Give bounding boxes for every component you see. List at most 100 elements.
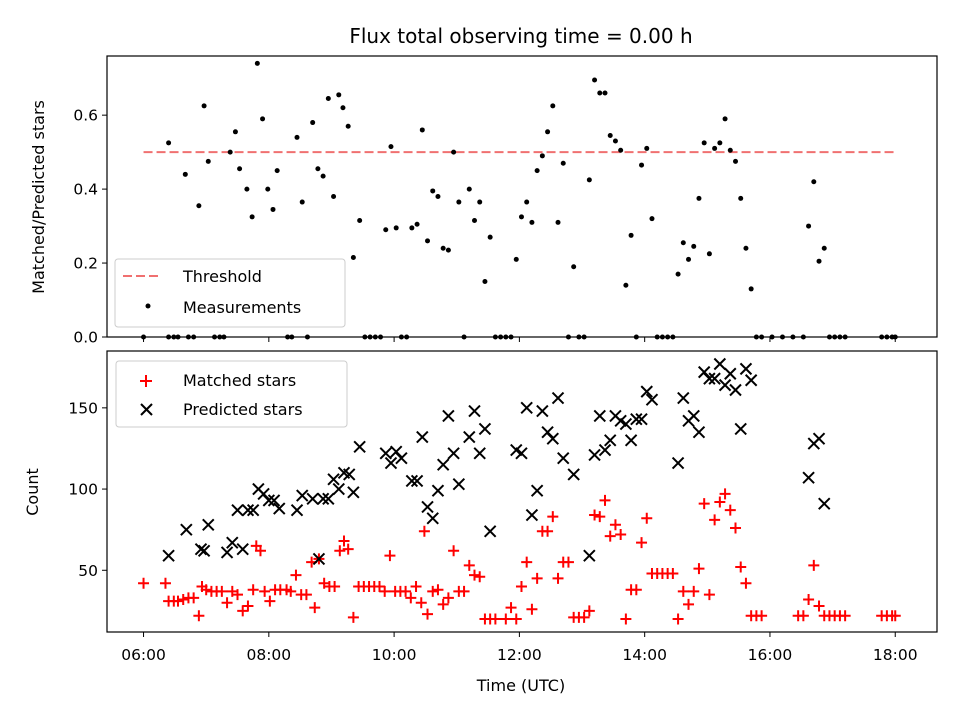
chart-title: Flux total observing time = 0.00 h bbox=[349, 24, 692, 48]
bottom-y-tick-label: 100 bbox=[68, 481, 98, 499]
predicted-star-point bbox=[197, 544, 211, 557]
matched-star-point bbox=[599, 494, 611, 506]
measurement-point bbox=[325, 96, 331, 102]
matched-star-point bbox=[474, 571, 486, 583]
predicted-star-point bbox=[468, 404, 481, 418]
measurement-point bbox=[571, 264, 577, 270]
measurement-point bbox=[623, 282, 629, 288]
predicted-star-point bbox=[536, 404, 549, 418]
matched-star-point bbox=[510, 613, 522, 625]
matched-star-point bbox=[300, 589, 312, 601]
measurement-point bbox=[545, 129, 551, 135]
top-y-tick-label: 0.2 bbox=[73, 255, 98, 273]
measurement-point bbox=[260, 116, 266, 122]
predicted-star-point bbox=[290, 503, 304, 517]
measurement-point bbox=[237, 166, 243, 172]
bottom-x-axis: 06:00 08:00 10:00 12:00 14:00 16:00 18:00 bbox=[121, 632, 918, 664]
top-y-tick-label: 0.0 bbox=[73, 329, 98, 347]
matched-star-point bbox=[410, 581, 422, 593]
measurement-point bbox=[336, 92, 342, 98]
predicted-star-point bbox=[416, 430, 429, 444]
measurement-point bbox=[722, 116, 728, 122]
measurement-point bbox=[618, 147, 624, 153]
predicted-star-point bbox=[162, 549, 175, 562]
measurement-point bbox=[166, 140, 172, 146]
measurement-point bbox=[539, 153, 545, 159]
measurement-point bbox=[244, 186, 250, 192]
matched-star-point bbox=[468, 569, 480, 581]
measurement-point bbox=[534, 168, 540, 174]
predicted-star-point bbox=[478, 422, 492, 436]
measurement-point bbox=[513, 256, 519, 262]
matched-star-point bbox=[578, 611, 590, 623]
matched-star-point bbox=[237, 605, 249, 617]
matched-star-point bbox=[259, 585, 271, 597]
matched-star-point bbox=[756, 610, 768, 622]
predicted-star-point bbox=[395, 451, 408, 465]
matched-star-point bbox=[342, 543, 354, 555]
predicted-star-point bbox=[619, 417, 633, 431]
predicted-star-point bbox=[818, 497, 831, 510]
measurement-point bbox=[712, 145, 718, 151]
measurement-point bbox=[555, 219, 561, 225]
matched-star-point bbox=[813, 600, 825, 612]
predicted-star-point bbox=[624, 434, 638, 447]
measurement-point bbox=[706, 251, 712, 257]
predicted-star-point bbox=[687, 409, 700, 423]
measurement-point bbox=[487, 234, 493, 240]
measurement-point bbox=[524, 199, 530, 205]
predicted-star-point bbox=[231, 503, 244, 517]
predicted-star-point bbox=[588, 448, 601, 462]
predicted-star-point bbox=[343, 468, 356, 481]
matched-star-point bbox=[672, 613, 684, 625]
matched-star-point bbox=[615, 529, 627, 541]
top-y-tick-label: 0.6 bbox=[73, 107, 98, 125]
matched-star-point bbox=[500, 613, 512, 625]
predicted-star-point bbox=[296, 489, 309, 502]
measurement-point bbox=[331, 194, 337, 199]
measurement-point bbox=[821, 245, 827, 251]
predicted-star-point bbox=[703, 372, 716, 385]
measurement-point bbox=[357, 218, 363, 224]
bottom-plot-area bbox=[138, 357, 901, 625]
top-y-axis: 0.0 0.2 0.4 0.6 bbox=[73, 107, 107, 347]
matched-star-point bbox=[719, 488, 731, 500]
matched-star-point bbox=[159, 577, 171, 589]
measurement-point bbox=[649, 216, 655, 222]
matched-star-point bbox=[630, 584, 642, 596]
measurement-point bbox=[270, 206, 276, 212]
matched-star-point bbox=[583, 605, 595, 617]
predicted-star-point bbox=[812, 432, 826, 445]
measurement-point bbox=[518, 214, 524, 220]
matched-star-point bbox=[463, 559, 475, 571]
measurement-point bbox=[686, 256, 692, 262]
predicted-star-point bbox=[645, 393, 659, 406]
predicted-star-point bbox=[525, 508, 539, 522]
measurement-point bbox=[644, 145, 650, 151]
measurement-point bbox=[340, 105, 346, 111]
matched-star-point bbox=[221, 597, 233, 609]
bottom-y-axis-label: Count bbox=[23, 468, 42, 516]
predicted-star-point bbox=[734, 422, 747, 436]
measurement-point bbox=[811, 179, 817, 185]
bottom-x-axis-label: Time (UTC) bbox=[476, 676, 565, 695]
bottom-x-tick-label: 10:00 bbox=[372, 646, 417, 664]
matched-star-point bbox=[604, 530, 616, 542]
matched-star-point bbox=[797, 610, 809, 622]
matched-star-point bbox=[505, 602, 517, 614]
measurement-point bbox=[680, 240, 686, 246]
measurement-point bbox=[419, 127, 425, 133]
matched-star-point bbox=[216, 585, 228, 597]
bottom-legend-box bbox=[115, 360, 348, 428]
predicted-star-point bbox=[405, 474, 419, 488]
matched-star-point bbox=[200, 584, 212, 596]
matched-star-point bbox=[264, 595, 276, 607]
predicted-star-point bbox=[530, 484, 544, 497]
matched-star-point bbox=[309, 602, 321, 614]
matched-star-point bbox=[232, 589, 244, 601]
predicted-star-point bbox=[226, 536, 239, 549]
matched-star-point bbox=[547, 511, 559, 523]
measurement-point bbox=[607, 132, 613, 138]
predicted-star-point bbox=[520, 401, 533, 415]
predicted-star-point bbox=[379, 447, 392, 460]
